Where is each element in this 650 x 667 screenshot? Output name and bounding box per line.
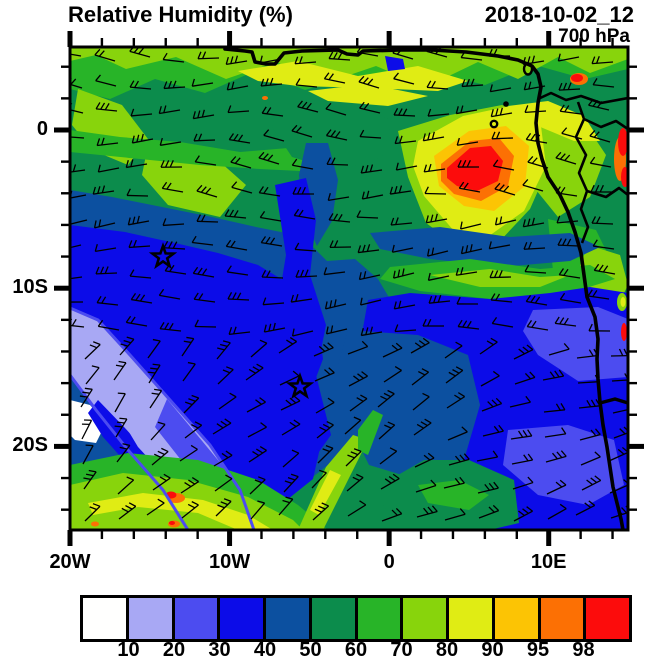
axis-ticks — [54, 31, 644, 546]
y-axis-tick-label: 0 — [36, 118, 48, 140]
colorbar — [80, 595, 632, 642]
star-marker-island-star-ascension — [148, 242, 178, 270]
map-content — [68, 45, 630, 532]
colorbar-cell — [83, 598, 129, 639]
country-border — [586, 186, 628, 199]
x-axis-tick-label: 10W — [209, 551, 251, 573]
timestamp: 2018-10-02_12 — [484, 2, 634, 27]
x-axis-tick-label: 0 — [383, 551, 395, 573]
y-axis-tick-label: 10S — [12, 276, 48, 299]
country-border — [599, 397, 628, 405]
humidity-region-streaks-yellow — [88, 493, 273, 530]
humidity-spot-red-spot-ne — [571, 74, 583, 82]
colorbar-tick-label: 98 — [572, 639, 595, 661]
colorbar-tick-label: 90 — [481, 639, 504, 661]
colorbar-tick-label: 30 — [208, 639, 231, 661]
colorbar-cell — [494, 598, 541, 639]
x-axis-tick-label: 10E — [530, 551, 567, 573]
humidity-spot-orange-dot-sw3 — [91, 521, 99, 527]
humidity-region-white-dry-core — [70, 400, 106, 443]
lavender-fringe — [70, 306, 256, 530]
star-marker-island-star-st-helena — [285, 372, 315, 400]
colorbar-cell — [586, 598, 629, 639]
wind-barbs — [70, 47, 628, 522]
colorbar-cell — [449, 598, 495, 639]
colorbar-tick-label: 70 — [390, 639, 413, 661]
colorbar-cell — [357, 598, 404, 639]
colorbar-tick-label: 40 — [253, 639, 277, 661]
country-border — [574, 101, 590, 244]
humidity-region-hotspot-red — [447, 146, 503, 191]
humidity-region-north-band-yg — [70, 47, 628, 87]
humidity-region-green-mottle-left — [70, 130, 330, 172]
humidity-region-teal-br-patch — [338, 330, 480, 480]
humidity-region-diag-streak-bgreen — [358, 410, 383, 455]
country-border — [537, 91, 628, 105]
humidity-region-yellow-ne-streak — [508, 101, 600, 141]
humidity-region-yellow-top-streak2 — [308, 84, 428, 106]
humidity-region-teal-band-right — [370, 227, 600, 267]
humidity-spot-red-streak-edge2 — [621, 167, 628, 187]
colorbar-tick-label: 60 — [344, 639, 368, 661]
colorbar-cell — [266, 598, 312, 639]
colorbar-cell — [174, 598, 221, 639]
humidity-region-mblue-coast-patch1 — [523, 307, 628, 381]
humidity-region-blue-dot-top — [385, 56, 405, 71]
colorbar-cell — [403, 598, 449, 639]
country-border — [583, 117, 628, 131]
page-title: Relative Humidity (%) — [68, 2, 293, 27]
humidity-spot-yellow-spot-edge — [620, 297, 626, 307]
colorbar-tick-label: 20 — [162, 639, 186, 661]
colorbar-cell — [220, 598, 266, 639]
humidity-spot-red-streak-edge3 — [621, 323, 627, 341]
humidity-region-dark-dip-top — [272, 97, 392, 171]
humidity-spot-red-spot-sw2 — [169, 521, 175, 525]
island-sao-tome-ring — [489, 119, 499, 129]
humidity-region-mblue-coast-patch2 — [503, 425, 624, 505]
humidity-spot-red-streak-edge1 — [618, 128, 628, 156]
colorbar-tick-label: 80 — [435, 639, 459, 661]
y-axis-tick-label: 20S — [12, 434, 48, 457]
colorbar-cell — [311, 598, 358, 639]
colorbar-tick-label: 95 — [526, 639, 550, 661]
humidity-region-blue-wishbone — [275, 178, 331, 470]
humidity-region-bgreen-blob-bottom — [418, 480, 489, 510]
colorbar-tick-label: 10 — [117, 639, 140, 661]
humidity-region-diag-streak-yellow — [310, 470, 341, 515]
x-axis-tick-label: 20W — [49, 551, 91, 573]
colorbar-cell — [128, 598, 175, 639]
colorbar-tick-label: 50 — [299, 639, 322, 661]
island-principe-dot — [503, 101, 509, 107]
colorbar-cell — [540, 598, 587, 639]
humidity-spot-orange-dot-top — [262, 96, 268, 100]
